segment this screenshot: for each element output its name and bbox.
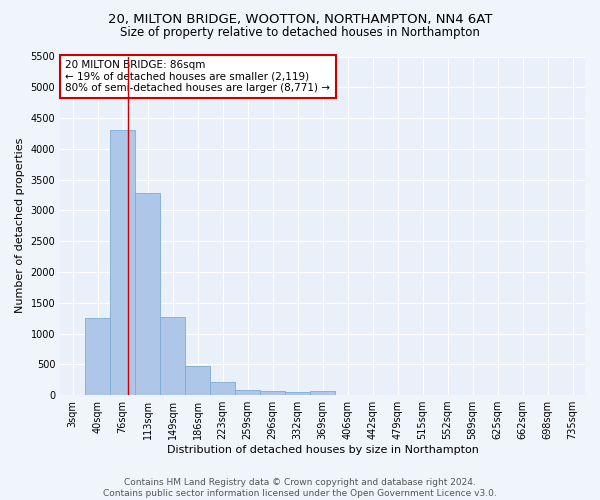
Bar	[260, 392, 285, 395]
Bar	[235, 390, 260, 395]
X-axis label: Distribution of detached houses by size in Northampton: Distribution of detached houses by size …	[167, 445, 479, 455]
Bar	[285, 392, 310, 395]
Y-axis label: Number of detached properties: Number of detached properties	[15, 138, 25, 314]
Text: 20 MILTON BRIDGE: 86sqm
← 19% of detached houses are smaller (2,119)
80% of semi: 20 MILTON BRIDGE: 86sqm ← 19% of detache…	[65, 60, 331, 93]
Bar	[210, 382, 235, 395]
Text: Contains HM Land Registry data © Crown copyright and database right 2024.
Contai: Contains HM Land Registry data © Crown c…	[103, 478, 497, 498]
Bar	[185, 366, 210, 395]
Text: 20, MILTON BRIDGE, WOOTTON, NORTHAMPTON, NN4 6AT: 20, MILTON BRIDGE, WOOTTON, NORTHAMPTON,…	[108, 12, 492, 26]
Bar	[110, 130, 135, 395]
Text: Size of property relative to detached houses in Northampton: Size of property relative to detached ho…	[120, 26, 480, 39]
Bar	[135, 193, 160, 395]
Bar	[310, 392, 335, 395]
Bar	[85, 318, 110, 395]
Bar	[160, 317, 185, 395]
